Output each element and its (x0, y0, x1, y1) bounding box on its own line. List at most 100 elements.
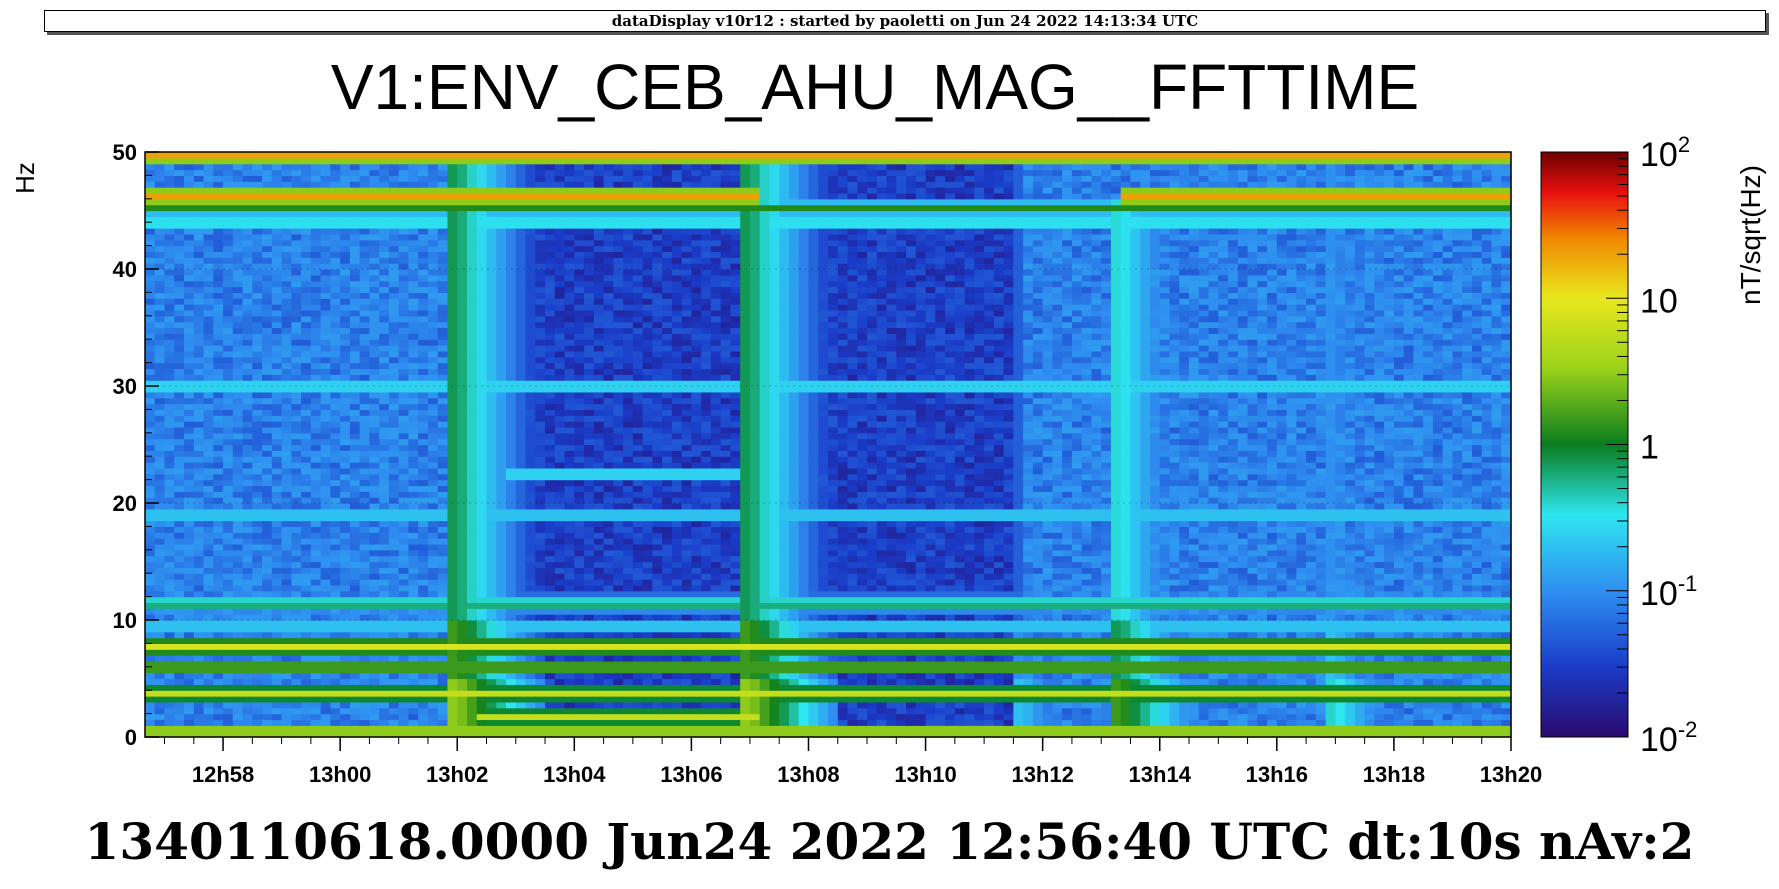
spectrogram-cell (174, 725, 185, 732)
spectrogram-cell (496, 590, 507, 598)
spectrogram-cell (252, 438, 263, 446)
spectrogram-cell (418, 163, 429, 171)
spectrogram-cell (369, 251, 380, 258)
spectrogram-cell (164, 637, 175, 644)
spectrogram-cell (457, 187, 468, 194)
spectrogram-cell (388, 386, 400, 393)
spectrogram-cell (164, 345, 175, 352)
spectrogram-cell (310, 187, 322, 194)
spectrogram-cell (271, 602, 283, 609)
spectrogram-cell (584, 391, 595, 399)
spectrogram-cell (535, 725, 546, 732)
spectrogram-cell (603, 649, 614, 656)
spectrogram-cell (408, 374, 419, 381)
spectrogram-cell (164, 631, 175, 639)
spectrogram-cell (281, 280, 292, 288)
spectrogram-cell (476, 280, 488, 288)
spectrogram-cell (457, 590, 468, 598)
spectrogram-cell (408, 169, 419, 176)
spectrogram-cell (242, 497, 253, 504)
spectrogram-cell (310, 315, 322, 323)
spectrogram-cell (545, 631, 556, 639)
spectrogram-cell (262, 643, 273, 650)
spectrogram-cell (330, 315, 341, 323)
spectrogram-cell (593, 432, 605, 440)
spectrogram-cell (301, 526, 312, 533)
spectrogram-cell (213, 210, 224, 217)
spectrogram-cell (379, 391, 390, 399)
spectrogram-cell (291, 655, 302, 662)
spectrogram-cell (213, 684, 224, 691)
spectrogram-cell (506, 614, 517, 621)
spectrogram-cell (174, 590, 185, 598)
spectrogram-cell (379, 450, 390, 457)
spectrogram-cell (535, 508, 546, 516)
spectrogram-cell (340, 269, 351, 276)
spectrogram-cell (164, 555, 175, 563)
spectrogram-cell (242, 391, 253, 399)
spectrogram-cell (271, 438, 283, 446)
spectrogram-cell (174, 532, 185, 539)
spectrogram-cell (310, 216, 322, 223)
spectrogram-cell (252, 432, 263, 440)
spectrogram-cell (193, 315, 205, 323)
spectrogram-cell (154, 655, 166, 662)
spectrogram-cell (349, 216, 361, 223)
spectrogram-cell (418, 602, 429, 609)
spectrogram-cell (223, 707, 234, 715)
spectrogram-cell (349, 579, 361, 586)
spectrogram-cell (271, 345, 283, 352)
spectrogram-cell (525, 432, 536, 440)
spectrogram-cell (252, 362, 263, 370)
spectrogram-cell (623, 327, 634, 334)
spectrogram-cell (252, 731, 263, 738)
spectrogram-cell (320, 175, 331, 182)
spectrogram-cell (574, 637, 585, 644)
spectrogram-cell (281, 497, 292, 504)
spectrogram-cell (262, 608, 273, 615)
spectrogram-cell (466, 204, 478, 212)
spectrogram-cell (349, 690, 361, 697)
spectrogram-cell (232, 198, 244, 206)
spectrogram-cell (564, 614, 575, 621)
spectrogram-cell (349, 368, 361, 375)
spectrogram-cell (301, 596, 312, 604)
spectrogram-cell (164, 584, 175, 592)
spectrogram-cell (145, 251, 156, 258)
spectrogram-cell (291, 403, 302, 410)
spectrogram-cell (584, 520, 595, 527)
spectrogram-cell (262, 573, 273, 580)
spectrogram-cell (349, 204, 361, 212)
spectrogram-cell (593, 304, 605, 311)
spectrogram-cell (203, 181, 214, 188)
spectrogram-cell (476, 157, 488, 165)
spectrogram-cell (398, 666, 410, 674)
spectrogram-cell (301, 462, 312, 469)
spectrogram-cell (310, 163, 322, 171)
spectrogram-cell (164, 222, 175, 229)
spectrogram-cell (193, 298, 205, 305)
spectrogram-cell (574, 690, 585, 697)
spectrogram-cell (408, 216, 419, 223)
spectrogram-cell (232, 543, 244, 551)
spectrogram-cell (164, 269, 175, 276)
spectrogram-cell (515, 251, 527, 258)
spectrogram-cell (330, 152, 341, 159)
spectrogram-cell (281, 222, 292, 229)
spectrogram-cell (623, 637, 634, 644)
spectrogram-cell (457, 655, 468, 662)
spectrogram-cell (427, 462, 439, 469)
spectrogram-cell (398, 713, 410, 721)
spectrogram-cell (466, 309, 478, 317)
spectrogram-cell (359, 549, 371, 557)
spectrogram-cell (340, 479, 351, 487)
spectrogram-cell (476, 216, 488, 223)
spectrogram-cell (301, 409, 312, 416)
spectrogram-cell (564, 362, 575, 370)
spectrogram-cell (271, 491, 283, 498)
spectrogram-cell (437, 345, 449, 352)
spectrogram-cell (281, 579, 292, 586)
spectrogram-cell (506, 526, 517, 533)
spectrogram-cell (213, 251, 224, 258)
spectrogram-cell (262, 304, 273, 311)
